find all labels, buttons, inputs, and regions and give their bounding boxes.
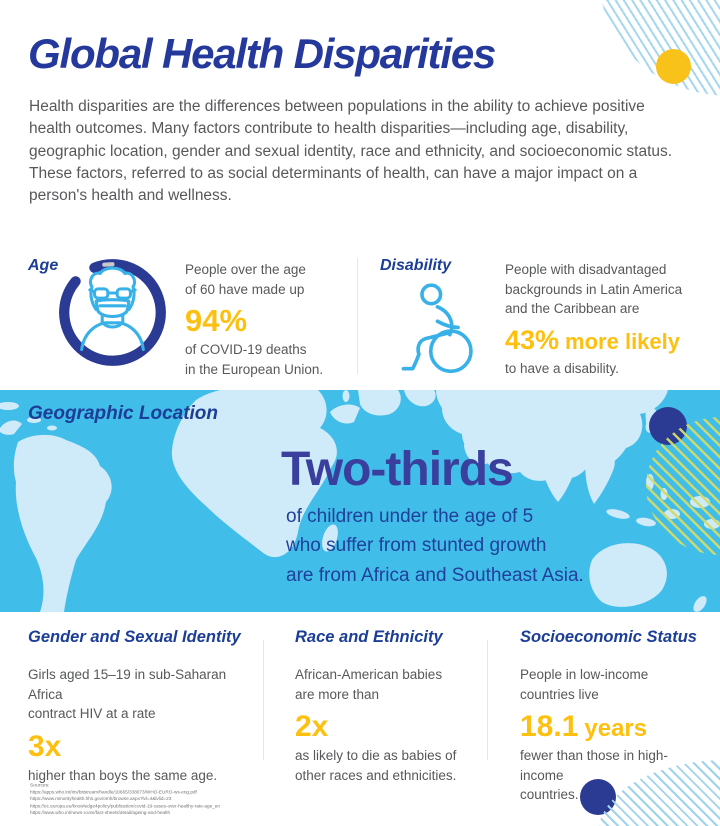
race-column: Race and Ethnicity African-American babi… (295, 628, 490, 785)
source-url: https://ec.europa.eu/knowledge4policy/pu… (30, 802, 220, 809)
socioeconomic-section-label: Socioeconomic Status (520, 628, 697, 646)
diagonal-stripes-top-right (600, 0, 720, 96)
gender-stat-pre: Girls aged 15–19 in sub-Saharan Africa c… (28, 667, 227, 722)
socioeconomic-stat-value: 18.1 years (520, 710, 648, 744)
bottom-divider-1 (263, 640, 264, 760)
disability-stat-pre: People with disadvantaged backgrounds in… (505, 262, 683, 317)
source-url: https://www.minorityhealth.hhs.gov/omh/b… (30, 795, 172, 802)
age-stat-post: of COVID-19 deaths in the European Union… (185, 342, 324, 377)
sources-label: Sources: (30, 782, 50, 788)
intro-paragraph: Health disparities are the differences b… (29, 98, 673, 205)
socioeconomic-stat-post: fewer than those in high-income countrie… (520, 748, 668, 803)
disability-stat-suffix: more likely (565, 328, 680, 354)
yellow-circle-decoration (656, 49, 691, 84)
gender-stat-value: 3x (28, 729, 62, 763)
source-url: https://apps.who.int/iris/bitstream/hand… (30, 789, 197, 795)
age-stat-block: People over the age of 60 have made up 9… (185, 260, 360, 379)
top-section-divider (357, 258, 358, 374)
disability-stat-block: People with disadvantaged backgrounds in… (505, 260, 720, 378)
socioeconomic-stat-pre: People in low-income countries live (520, 667, 649, 702)
race-stat-post: as likely to die as babies of other race… (295, 748, 457, 783)
race-section-label: Race and Ethnicity (295, 628, 443, 646)
disability-stat-post: to have a disability. (505, 360, 619, 376)
page-title: Global Health Disparities (28, 30, 496, 77)
gender-section-label: Gender and Sexual Identity (28, 628, 241, 646)
age-section-label: Age (28, 257, 59, 274)
geographic-headline: Two-thirds (281, 443, 514, 496)
geographic-location-band: Geographic Location Two-thirds of childr… (0, 390, 720, 612)
geographic-body: of children under the age of 5 who suffe… (286, 506, 584, 586)
wheelchair-icon (401, 283, 473, 374)
disability-section-label: Disability (380, 257, 452, 274)
age-stat-value: 94% (185, 303, 248, 339)
geographic-section-label: Geographic Location (28, 403, 219, 424)
age-stat-pre: People over the age of 60 have made up (185, 262, 306, 297)
sources-block: Sources: https://apps.who.int/iris/bitst… (30, 782, 371, 816)
socioeconomic-column: Socioeconomic Status People in low-incom… (520, 628, 710, 805)
gender-stat-post: higher than boys the same age. (28, 767, 218, 783)
source-url: https://www.who.int/news-room/fact-sheet… (30, 809, 171, 815)
socioeconomic-stat-suffix: years (584, 715, 648, 743)
bottom-divider-2 (487, 640, 488, 760)
elderly-person-mask-icon (59, 259, 166, 366)
race-stat-value: 2x (295, 710, 329, 744)
race-stat-pre: African-American babies are more than (295, 667, 443, 702)
disability-stat-value: 43% more likely (505, 324, 680, 355)
gender-column: Gender and Sexual Identity Girls aged 15… (28, 628, 263, 785)
world-map (0, 390, 720, 612)
